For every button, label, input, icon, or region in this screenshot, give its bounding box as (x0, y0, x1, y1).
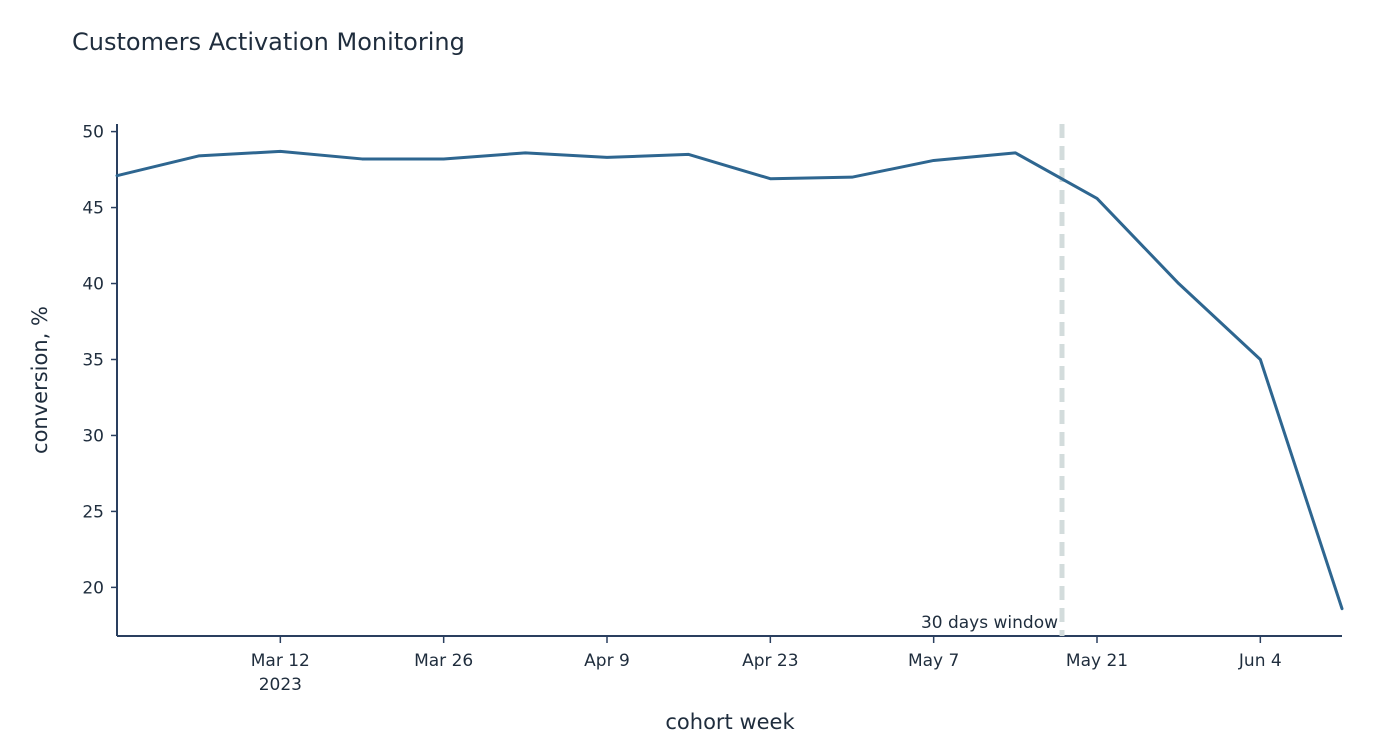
y-axis-title: conversion, % (28, 306, 52, 454)
y-tick-label: 25 (82, 502, 104, 522)
x-tick-label: Apr 9 (584, 651, 630, 671)
x-axis-title: cohort week (665, 710, 795, 734)
x-tick-label: Mar 26 (414, 651, 473, 671)
y-tick-label: 40 (82, 275, 104, 295)
x-tick-label: May 7 (908, 651, 959, 671)
x-tick-sublabel: 2023 (259, 675, 302, 695)
chart-title: Customers Activation Monitoring (72, 28, 465, 56)
y-tick-label: 30 (82, 426, 104, 446)
x-tick-label: Mar 12 (251, 651, 310, 671)
y-tick-label: 45 (82, 199, 104, 219)
y-tick-label: 50 (82, 123, 104, 143)
window-marker-label: 30 days window (921, 613, 1058, 633)
x-tick-label: Jun 4 (1238, 651, 1282, 671)
plot-area: 20 25 30 35 40 45 50 Mar 12 2023 Mar 26 Apr 9 Apr 2… (82, 123, 1344, 695)
x-tick-label: May 21 (1066, 651, 1128, 671)
x-tick-label: Apr 23 (742, 651, 798, 671)
conversion-series-line (115, 149, 1344, 611)
y-tick-label: 20 (82, 578, 104, 598)
y-tick-label: 35 (82, 350, 104, 370)
